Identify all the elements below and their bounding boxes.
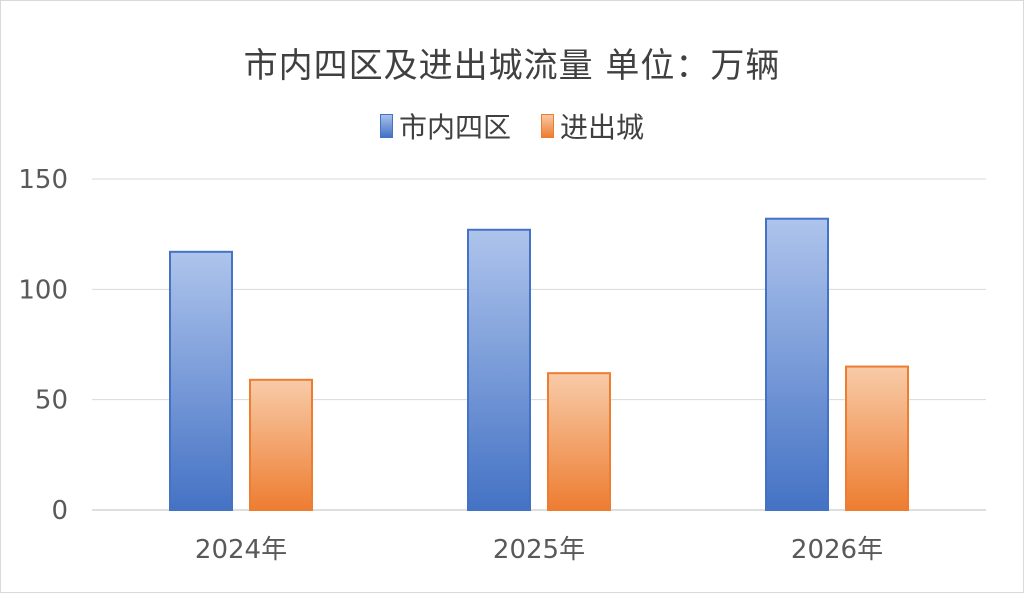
bar-series-1-cat-1	[169, 250, 233, 511]
legend-swatch-series-2	[541, 114, 554, 138]
legend-label-series-1: 市内四区	[398, 111, 511, 144]
bar-series-1-cat-2	[467, 228, 531, 511]
legend-item-series-2: 进出城	[541, 106, 644, 146]
bar-series-1-cat-3	[765, 217, 829, 511]
bar-series-2-cat-3	[845, 365, 909, 512]
legend-label-series-2: 进出城	[560, 111, 645, 144]
x-tick-label: 2025年	[493, 535, 585, 565]
chart-legend: 市内四区 进出城	[0, 106, 1024, 146]
bar-series-2-cat-2	[547, 372, 611, 512]
legend-item-series-1: 市内四区	[379, 106, 511, 146]
chart-title: 市内四区及进出城流量 单位：万辆	[243, 46, 781, 86]
y-tick-label: 0	[51, 496, 68, 526]
x-tick-label: 2026年	[791, 535, 883, 565]
bar-series-2-cat-1	[249, 378, 313, 511]
x-tick-label: 2024年	[195, 535, 287, 565]
y-tick-label: 150	[18, 165, 68, 195]
legend-swatch-series-1	[379, 114, 393, 138]
y-tick-label: 100	[18, 275, 68, 305]
gridlines	[92, 178, 986, 511]
y-axis-ticks: 0 50 100 150	[18, 165, 68, 526]
x-axis-ticks: 2024年 2025年 2026年	[195, 535, 883, 565]
y-tick-label: 50	[35, 386, 68, 416]
bars	[169, 217, 909, 512]
